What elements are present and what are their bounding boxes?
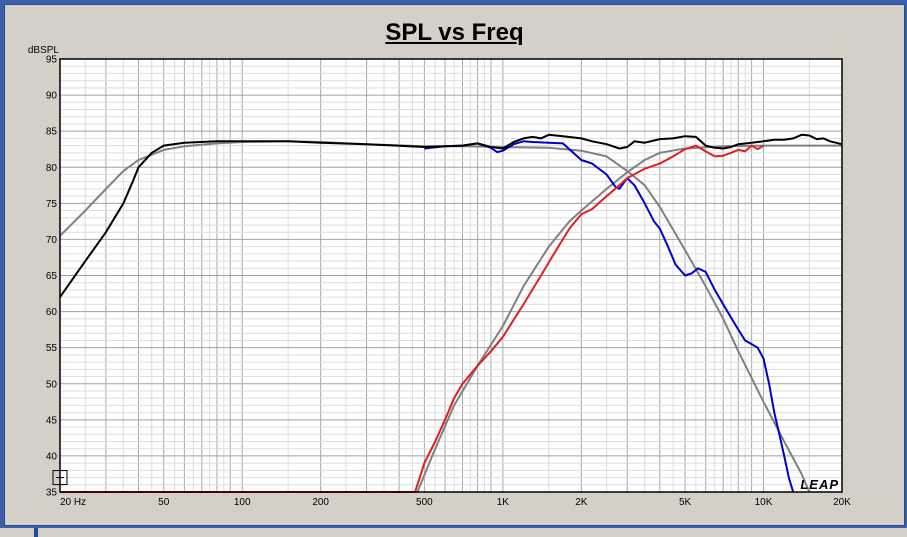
- chart-title: SPL vs Freq: [385, 19, 524, 46]
- x-tick-label: 50: [158, 497, 170, 508]
- x-tick-label: 1K: [497, 497, 510, 508]
- plot-border: [59, 58, 843, 493]
- y-tick-label: 65: [46, 271, 58, 282]
- y-tick-label: 45: [46, 415, 58, 426]
- y-tick-label: 50: [46, 379, 58, 390]
- status-strip: [0, 528, 907, 537]
- series-line-4: [60, 144, 765, 493]
- y-tick-label: 80: [46, 163, 58, 174]
- y-axis-label: dBSPL: [28, 45, 60, 56]
- y-tick-label: 75: [46, 199, 58, 210]
- strip-divider: [34, 528, 38, 537]
- y-tick-label: 85: [46, 127, 58, 138]
- x-tick-label: 2K: [575, 497, 588, 508]
- x-tick-label: 10K: [755, 497, 773, 508]
- x-tick-label: 20 Hz: [60, 497, 86, 508]
- x-tick-label: 20K: [833, 497, 851, 508]
- x-tick-label: 100: [234, 497, 251, 508]
- y-tick-label: 90: [46, 91, 58, 102]
- series-line-2: [416, 144, 842, 493]
- x-tick-label: 5K: [679, 497, 692, 508]
- series-line-5: [59, 133, 843, 298]
- y-tick-label: 60: [46, 307, 58, 318]
- series-line-1: [59, 140, 811, 493]
- x-tick-label: 200: [312, 497, 329, 508]
- y-tick-label: 55: [46, 343, 58, 354]
- leap-logo: LEAP: [800, 477, 839, 492]
- x-tick-label: 500: [416, 497, 433, 508]
- y-tick-label: 70: [46, 235, 58, 246]
- series-line-3: [424, 140, 795, 493]
- cursor-marker: [52, 470, 68, 486]
- y-tick-label: 35: [46, 488, 58, 499]
- y-tick-label: 95: [46, 55, 58, 66]
- y-tick-label: 40: [46, 451, 58, 462]
